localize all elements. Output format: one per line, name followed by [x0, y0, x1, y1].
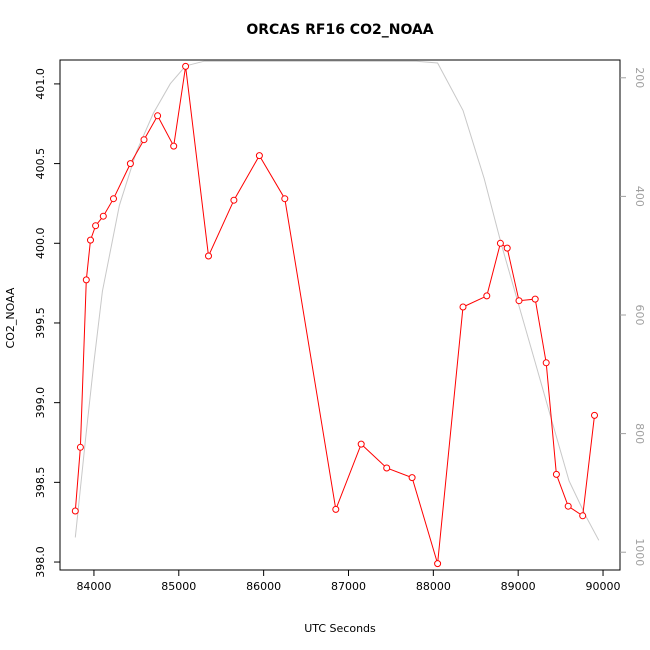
co2-data-point: [579, 512, 587, 520]
co2-data-point: [182, 62, 190, 70]
co2-data-point: [383, 464, 391, 472]
x-tick-label: 87000: [331, 580, 366, 593]
secondary-series-line: [74, 60, 600, 541]
co2-data-point: [230, 196, 238, 204]
co2-data-point: [531, 295, 539, 303]
co2-data-point: [564, 502, 572, 510]
secondary-y-axis: 200 400 600 800 1000: [620, 67, 646, 566]
co2-data-point: [76, 443, 84, 451]
co2-data-point: [483, 292, 491, 300]
y-tick-label: 400.5: [34, 148, 47, 180]
co2-data-point: [255, 152, 263, 160]
co2-data-point: [515, 297, 523, 305]
x-tick-label: 84000: [76, 580, 111, 593]
chart-title: ORCAS RF16 CO2_NOAA: [246, 22, 433, 38]
y-tick-label: 399.0: [34, 387, 47, 419]
x-tick-label: 86000: [246, 580, 281, 593]
co2-data-point: [170, 142, 178, 150]
co2-data-point: [154, 112, 162, 120]
co2-data-point: [87, 236, 94, 244]
co2-data-point: [110, 195, 117, 203]
co2-data-point: [591, 411, 598, 419]
co2-data-point: [281, 195, 289, 203]
y2-tick-label: 400: [633, 186, 646, 207]
co2-data-point: [434, 560, 442, 568]
co2-data-point: [92, 222, 100, 230]
co2-data-point: [71, 507, 79, 515]
co2-data-point: [408, 474, 416, 482]
x-tick-label: 88000: [416, 580, 451, 593]
co2-data-point: [332, 505, 340, 513]
series-layer: [71, 60, 600, 568]
y-tick-label: 398.5: [34, 467, 47, 499]
x-axis: 84000 85000 86000 87000 88000 89000 90000: [76, 570, 621, 593]
y2-tick-label: 600: [633, 305, 646, 326]
y-tick-label: 401.0: [34, 68, 47, 100]
y-tick-label: 400.0: [34, 228, 47, 260]
y-tick-label: 398.0: [34, 546, 47, 578]
co2-data-point: [126, 160, 134, 168]
x-tick-label: 85000: [161, 580, 196, 593]
co2-data-point: [140, 136, 148, 144]
co2-data-point: [459, 303, 467, 311]
y2-tick-label: 800: [633, 423, 646, 444]
x-tick-label: 89000: [501, 580, 536, 593]
x-axis-label: UTC Seconds: [304, 622, 376, 635]
y2-tick-label: 1000: [633, 538, 646, 566]
x-tick-label: 90000: [586, 580, 621, 593]
co2-data-point: [542, 359, 550, 367]
y2-tick-label: 200: [633, 67, 646, 88]
co2-data-point: [503, 244, 511, 252]
y-tick-label: 399.5: [34, 307, 47, 339]
y-axis-label: CO2_NOAA: [4, 287, 17, 348]
co2-data-point: [357, 440, 365, 448]
y-axis: 398.0 398.5 399.0 399.5 400.0 400.5 401.0: [34, 68, 60, 578]
co2-data-point: [552, 470, 560, 478]
co2-data-point: [99, 212, 107, 220]
co2-series-line: [74, 66, 595, 564]
co2-data-point: [205, 252, 212, 260]
co2-data-point: [82, 276, 90, 284]
co2-data-point: [496, 239, 504, 247]
